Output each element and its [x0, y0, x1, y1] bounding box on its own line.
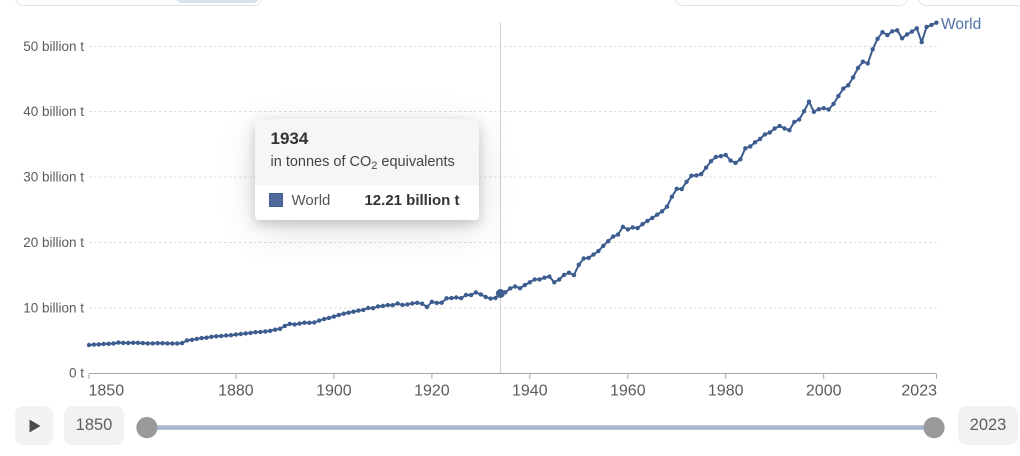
- svg-text:1900: 1900: [316, 383, 352, 400]
- svg-text:10 billion t: 10 billion t: [23, 301, 84, 316]
- svg-text:1880: 1880: [218, 383, 254, 400]
- svg-text:1850: 1850: [89, 383, 125, 400]
- svg-text:2000: 2000: [806, 383, 842, 400]
- svg-text:1920: 1920: [414, 383, 450, 400]
- svg-text:World: World: [941, 16, 981, 33]
- svg-text:20 billion t: 20 billion t: [23, 235, 84, 250]
- svg-text:30 billion t: 30 billion t: [23, 170, 84, 185]
- svg-text:1940: 1940: [512, 383, 548, 400]
- svg-text:40 billion t: 40 billion t: [23, 104, 84, 119]
- svg-text:2023: 2023: [901, 383, 937, 400]
- svg-text:1980: 1980: [708, 383, 744, 400]
- svg-text:50 billion t: 50 billion t: [23, 39, 84, 54]
- svg-text:0 t: 0 t: [69, 366, 84, 381]
- svg-text:1960: 1960: [610, 383, 646, 400]
